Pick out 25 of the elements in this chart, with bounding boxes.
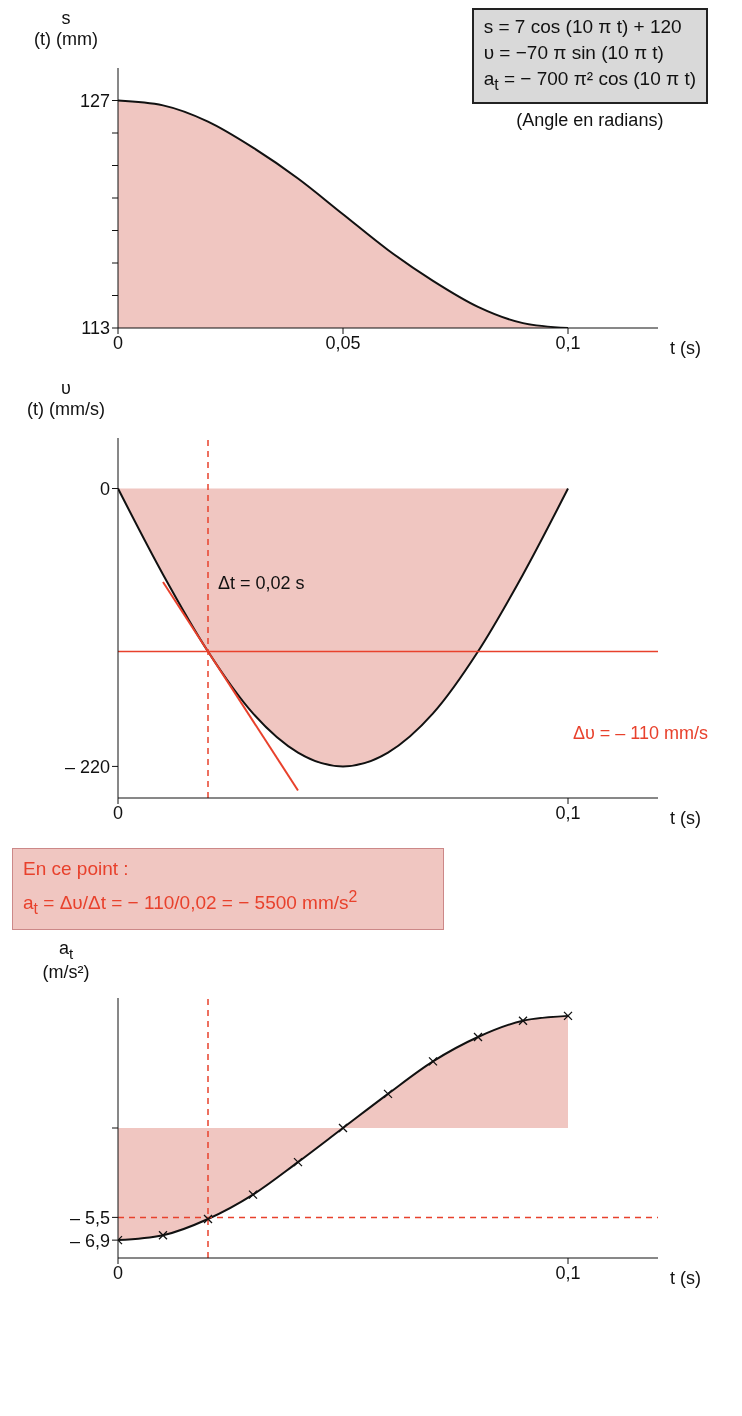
- y-tick-label: – 6,9: [69, 1230, 110, 1251]
- x-tick-label: 0,1: [555, 802, 581, 823]
- y-axis-title: s (t) (mm): [33, 8, 99, 50]
- y-tick-label: – 5,5: [69, 1207, 110, 1228]
- y-tick-label: 127: [79, 90, 110, 111]
- text: υ = −70 π sin (10 π t): [483, 41, 665, 65]
- y-axis-title: a$_{t}$ (m/s²): [41, 938, 91, 983]
- text: s = 7 cos (10 π t) + 120: [483, 15, 683, 39]
- text: En ce point :: [23, 857, 130, 881]
- y-tick-label: 0: [99, 478, 110, 499]
- text: a$_{t}$ = Δυ/Δt = − 110/0,02 = − 5500 mm/s$^{2}$: [23, 887, 359, 920]
- annotation: (Angle en radians): [515, 109, 665, 131]
- annotation: Δt = 0,02 s: [218, 573, 305, 594]
- x-axis-title: t (s): [670, 338, 701, 359]
- x-axis-title: t (s): [670, 1268, 701, 1289]
- x-axis-title: t (s): [670, 808, 701, 829]
- x-tick-label: 0,1: [555, 332, 581, 353]
- annotation: a$_{t}$ = − 700 π² cos (10 π t): [483, 67, 696, 95]
- x-tick-label: 0,05: [325, 332, 361, 353]
- x-tick-label: 0,1: [555, 1262, 581, 1283]
- y-axis-title: υ (t) (mm/s): [26, 378, 106, 420]
- annotation: Δυ = – 110 mm/s: [572, 723, 708, 744]
- y-tick-label: 113: [81, 318, 110, 339]
- x-tick-label: 0: [112, 332, 124, 353]
- y-tick-label: – 220: [64, 756, 110, 777]
